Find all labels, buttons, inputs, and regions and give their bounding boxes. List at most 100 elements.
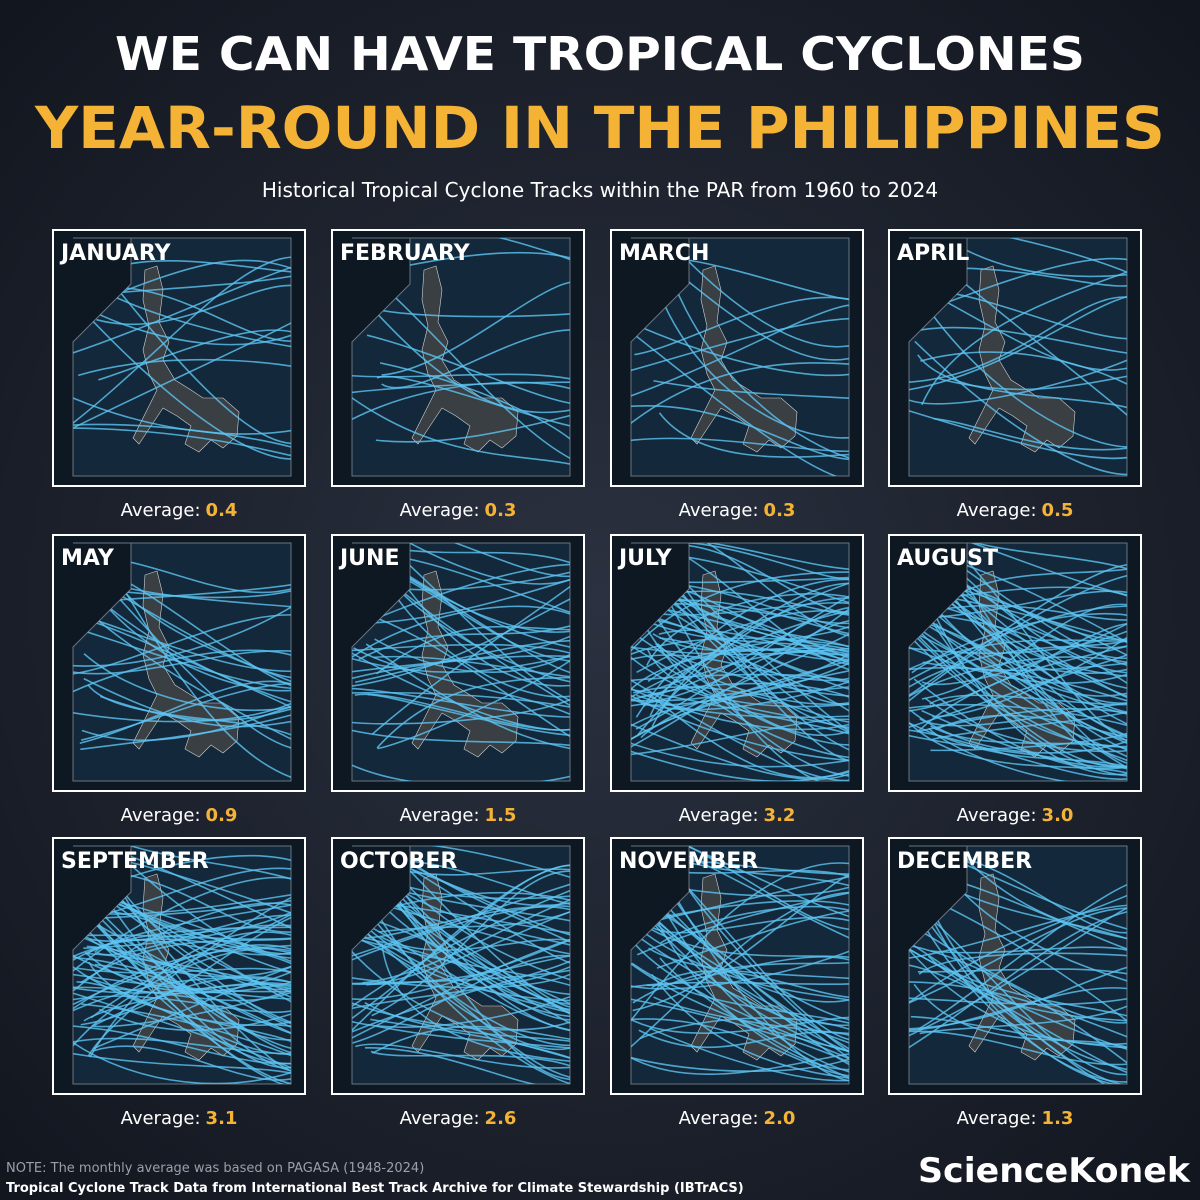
track [631, 631, 849, 737]
track [352, 965, 570, 986]
track [635, 578, 849, 718]
track [930, 946, 1127, 960]
track [365, 306, 570, 318]
track [352, 954, 570, 1017]
average-text: Average: 2.0 [679, 1108, 796, 1129]
track [89, 931, 291, 1058]
track [371, 870, 570, 1017]
track [631, 862, 849, 1051]
track [73, 969, 291, 1001]
track [909, 882, 1127, 1023]
track [376, 625, 570, 675]
track [928, 727, 1127, 781]
track [352, 691, 570, 713]
track [631, 543, 849, 675]
track [87, 684, 291, 750]
track [79, 680, 291, 745]
track [366, 334, 570, 407]
track [73, 945, 291, 993]
track [80, 907, 291, 1026]
track [631, 362, 849, 450]
average-label: Average: [679, 1108, 759, 1129]
track [647, 916, 849, 1027]
month-panel: OCTOBER [331, 837, 585, 1095]
track [98, 329, 291, 381]
track [370, 1050, 570, 1080]
track [909, 629, 1127, 781]
subtitle: Historical Tropical Cyclone Tracks withi… [262, 178, 938, 202]
land [690, 265, 798, 453]
track [352, 685, 570, 725]
track [917, 354, 1127, 418]
track [909, 1030, 1127, 1066]
track [89, 924, 291, 943]
track [921, 603, 1127, 700]
land [132, 265, 240, 453]
month-label: OCTOBER [340, 849, 457, 874]
track [935, 714, 1127, 743]
track [909, 667, 1127, 709]
track [371, 1025, 570, 1054]
track [73, 1024, 291, 1065]
track [636, 590, 849, 705]
track [374, 638, 570, 673]
average-value: 0.5 [1042, 500, 1074, 521]
track [353, 647, 570, 728]
month-panel: AUGUST [888, 534, 1142, 792]
track [909, 713, 1127, 781]
month-label: JULY [617, 546, 673, 571]
track [636, 610, 849, 674]
track [73, 910, 291, 1084]
track [73, 905, 291, 1038]
track [923, 631, 1127, 753]
track [909, 622, 1127, 713]
month-panel: JANUARY [52, 229, 306, 487]
track [631, 936, 849, 1071]
track [352, 753, 570, 781]
average-label: Average: [121, 805, 201, 826]
track [631, 608, 849, 708]
average-text: Average: 0.9 [121, 805, 238, 826]
track [352, 846, 570, 969]
track [378, 543, 570, 585]
track [909, 987, 1127, 1031]
month-label: FEBRUARY [340, 241, 471, 266]
track [909, 629, 1127, 699]
track [376, 312, 570, 414]
track [909, 709, 1127, 754]
month-panel: SEPTEMBER [52, 837, 306, 1095]
track [631, 744, 849, 781]
track [73, 995, 291, 1014]
tracks [909, 846, 1127, 1084]
track [352, 935, 570, 1066]
title-line2: YEAR-ROUND IN THE PHILIPPINES [34, 94, 1165, 162]
track [653, 379, 849, 401]
average-text: Average: 3.0 [957, 805, 1074, 826]
track [914, 340, 1127, 476]
track [96, 284, 291, 326]
track [909, 294, 1127, 393]
track [375, 409, 570, 443]
track [358, 617, 570, 661]
track [73, 614, 291, 676]
track [97, 939, 291, 994]
track [73, 259, 291, 359]
track [73, 1037, 291, 1084]
track [659, 637, 849, 728]
track [910, 894, 1127, 1084]
title-line1: WE CAN HAVE TROPICAL CYCLONES [115, 27, 1085, 81]
track [352, 723, 570, 750]
track [927, 955, 1127, 1024]
month-panel: APRIL [888, 229, 1142, 487]
track [73, 1037, 291, 1055]
track [631, 643, 849, 742]
track [81, 1003, 291, 1066]
track [352, 876, 570, 967]
track [373, 655, 570, 679]
track [352, 958, 570, 989]
average-text: Average: 2.6 [400, 1108, 517, 1129]
track [909, 904, 1127, 961]
track [631, 310, 849, 476]
track [631, 405, 849, 461]
track [631, 654, 849, 682]
